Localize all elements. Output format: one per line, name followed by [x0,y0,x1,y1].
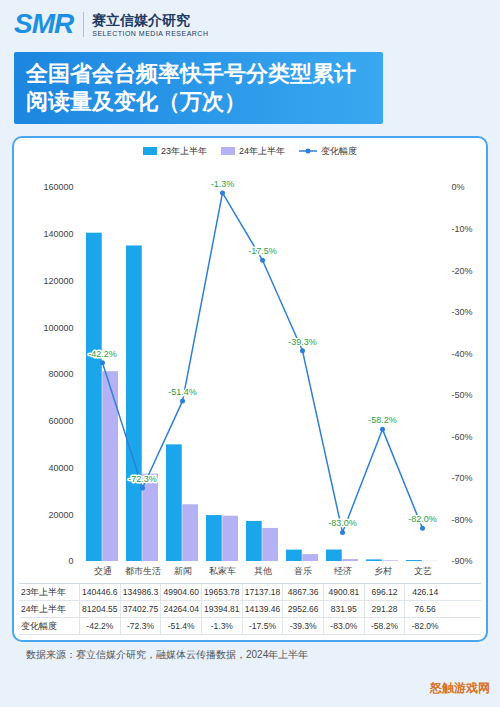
html-text:17137.18: 17137.18 [244,587,281,597]
html-text:76.56: 76.56 [414,604,436,614]
html-text:SMR: SMR [14,8,74,39]
svg-text:120000: 120000 [43,276,73,286]
svg-text:新闻: 新闻 [174,566,192,576]
svg-text:100000: 100000 [43,323,73,333]
html-text:4867.36: 4867.36 [287,587,319,597]
html-text:-39.3%: -39.3% [289,621,317,631]
svg-text:经济: 经济 [334,566,352,576]
svg-text:私家车: 私家车 [209,566,236,576]
svg-text:-1.3%: -1.3% [211,179,235,189]
svg-text:都市生活: 都市生活 [125,566,161,576]
html-text:426.14: 426.14 [412,587,439,597]
svg-text:-10%: -10% [452,224,473,234]
svg-text:0%: 0% [452,182,465,192]
html-text:24264.04: 24264.04 [163,604,199,614]
html-text:-42.2%: -42.2% [86,621,114,631]
svg-text:-50%: -50% [452,390,473,400]
html-text:-51.4%: -51.4% [167,621,195,631]
html-text:37402.75: 37402.75 [122,604,159,614]
svg-text:140000: 140000 [43,229,73,239]
html-text:SELECTION MEDIA RESEARCH: SELECTION MEDIA RESEARCH [92,29,209,37]
html-text:23年上半年: 23年上半年 [161,145,207,156]
html-text:变化幅度: 变化幅度 [21,621,57,631]
svg-text:-30%: -30% [452,307,473,317]
html-text:14139.46: 14139.46 [244,604,281,614]
svg-text:-70%: -70% [452,473,473,483]
svg-text:-82.0%: -82.0% [408,514,437,524]
html-text:291.28: 291.28 [371,604,398,614]
html-text:49904.60: 49904.60 [163,587,199,597]
svg-text:乡村: 乡村 [374,566,392,576]
svg-text:-42.2%: -42.2% [88,349,117,359]
svg-text:-58.2%: -58.2% [368,415,397,425]
svg-text:-83.0%: -83.0% [328,518,357,528]
html-text:怒触游戏网: 怒触游戏网 [430,681,490,695]
svg-text:-60%: -60% [452,432,473,442]
svg-text:交通: 交通 [94,566,112,576]
html-text:赛立信媒介研究: 赛立信媒介研究 [92,11,191,28]
svg-text:文艺: 文艺 [414,566,432,576]
html-text:831.95: 831.95 [330,604,357,614]
svg-text:-17.5%: -17.5% [248,246,277,256]
html-text:24年上半年: 24年上半年 [239,145,285,156]
html-text:-83.0%: -83.0% [330,621,358,631]
svg-text:60000: 60000 [48,416,73,426]
html-text:19653.78: 19653.78 [204,587,240,597]
html-text:-82.0%: -82.0% [411,621,439,631]
html-text:81204.55: 81204.55 [82,604,118,614]
svg-text:-20%: -20% [452,265,473,275]
html-text:23年上半年: 23年上半年 [21,587,67,597]
html-text:24年上半年: 24年上半年 [21,604,67,614]
html-text:134986.3: 134986.3 [122,587,159,597]
html-text:140446.6: 140446.6 [82,587,118,597]
html-text:4900.81: 4900.81 [328,587,360,597]
svg-text:-72.3%: -72.3% [128,474,157,484]
html-text:数据来源：赛立信媒介研究，融媒体云传播数据，2024年上半年: 数据来源：赛立信媒介研究，融媒体云传播数据，2024年上半年 [26,649,309,660]
svg-text:-80%: -80% [452,515,473,525]
html-text:696.12: 696.12 [371,587,398,597]
svg-text:其他: 其他 [254,566,272,576]
svg-text:20000: 20000 [48,510,73,520]
html-text:全国省会台频率快手号分类型累计阅读量及变化（万次）: 全国省会台频率快手号分类型累计阅读量及变化（万次） [26,61,356,114]
svg-text:-40%: -40% [452,349,473,359]
svg-text:-39.3%: -39.3% [288,337,317,347]
html-text:19394.81: 19394.81 [204,604,240,614]
html-text:2952.66: 2952.66 [287,604,319,614]
html-text:-17.5%: -17.5% [249,621,276,631]
svg-text:0: 0 [68,556,73,566]
html-text:-72.3%: -72.3% [127,621,154,631]
html-text:-1.3%: -1.3% [210,621,233,631]
svg-text:-51.4%: -51.4% [168,387,197,397]
svg-text:80000: 80000 [48,369,73,379]
html-text:变化幅度: 变化幅度 [321,145,357,156]
svg-text:40000: 40000 [48,463,73,473]
html-text:-58.2%: -58.2% [371,621,398,631]
svg-text:音乐: 音乐 [294,566,312,576]
svg-text:-90%: -90% [452,556,473,566]
svg-text:160000: 160000 [43,182,73,192]
